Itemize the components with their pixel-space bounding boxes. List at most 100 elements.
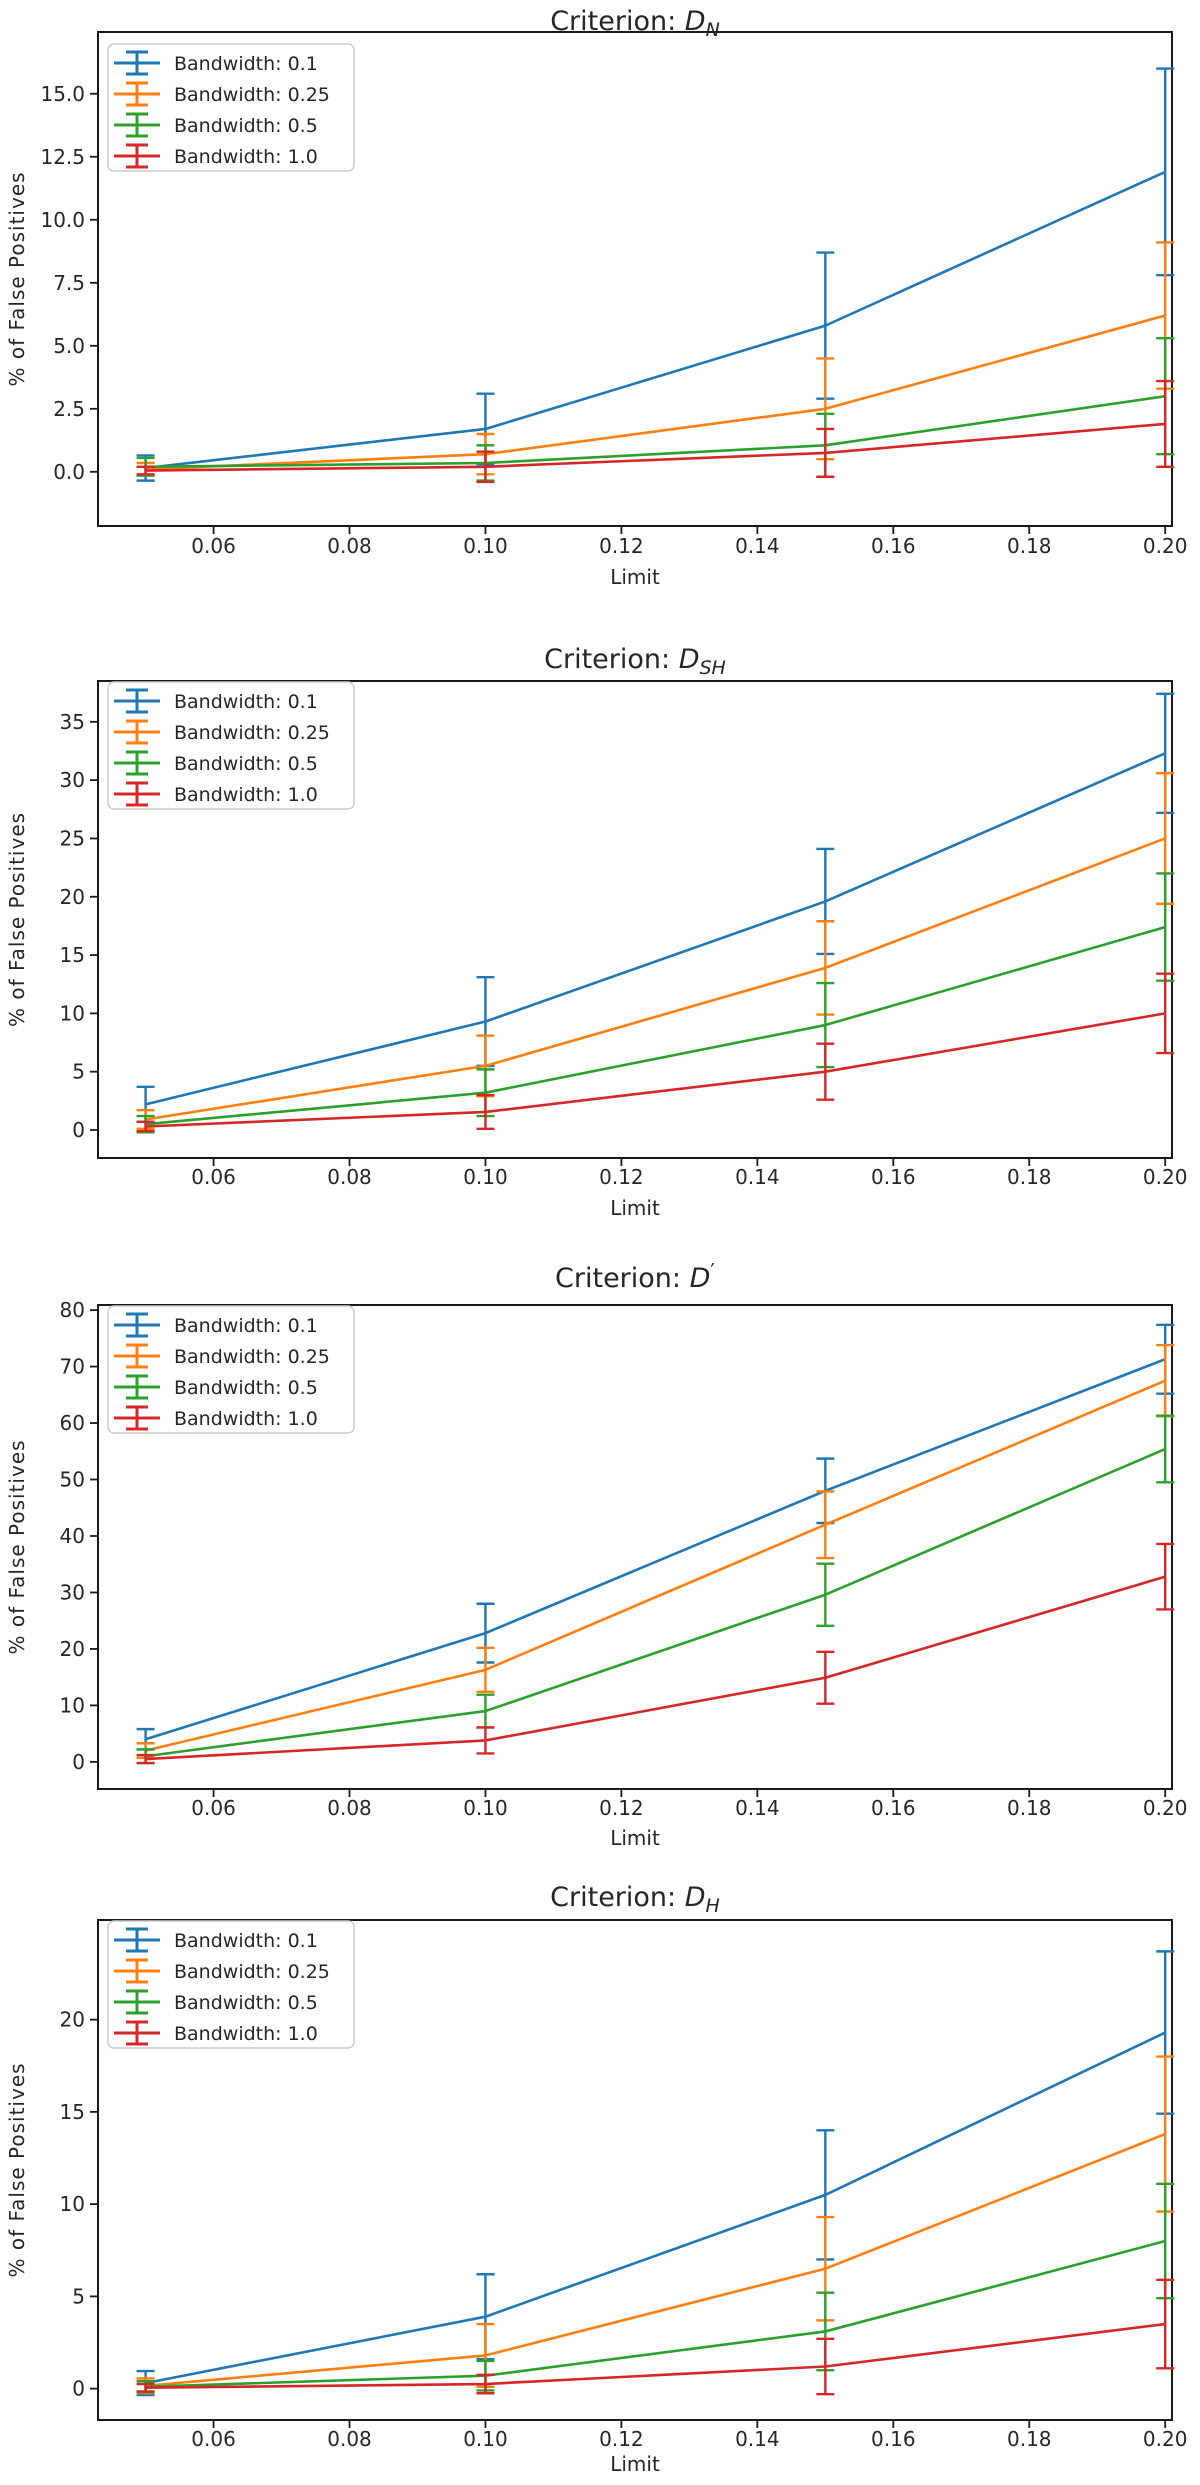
y-tick-label: 0.0 xyxy=(53,460,85,484)
x-tick-label: 0.14 xyxy=(735,2427,780,2451)
x-tick-label: 0.06 xyxy=(191,534,236,558)
legend-label: Bandwidth: 1.0 xyxy=(174,784,318,806)
y-tick-label: 40 xyxy=(60,1524,85,1548)
series-line xyxy=(145,2239,1166,2389)
series-line xyxy=(145,1575,1166,1761)
series-bandwidth-0-25 xyxy=(136,241,1175,477)
y-tick-label: 15 xyxy=(60,2100,85,2124)
legend-label: Bandwidth: 0.1 xyxy=(174,1315,318,1337)
y-tick-label: 20 xyxy=(60,1637,85,1661)
legend: Bandwidth: 0.1 Bandwidth: 0.25 Bandwidth: … xyxy=(107,43,355,172)
legend-box xyxy=(107,1920,355,2049)
errorbars-bandwidth-1-0 xyxy=(136,379,1175,484)
x-tick-label: 0.06 xyxy=(191,1165,236,1189)
errorbar-legend-icon xyxy=(114,719,160,745)
y-axis-label: % of False Positives xyxy=(5,1439,29,1654)
x-tick-label: 0.10 xyxy=(463,534,508,558)
series-line xyxy=(145,314,1166,471)
series-line xyxy=(145,2132,1166,2388)
errorbars-bandwidth-0-5 xyxy=(136,872,1175,1134)
y-tick-label: 0 xyxy=(72,2377,85,2401)
chart-criterion-d-sh-svg: 0.06 0.08 0.10 0.12 0.14 0.16 0.18 0.20 0 5 10 15 20… xyxy=(5,644,1187,1220)
series-bandwidth-1-0 xyxy=(136,379,1175,484)
legend-entry-bandwidth-1-0: Bandwidth: 1.0 xyxy=(114,143,318,169)
legend-label: Bandwidth: 0.1 xyxy=(174,691,318,713)
chart-criterion-d-n: 0.06 0.08 0.10 0.12 0.14 0.16 0.18 0.20 0.0 2.5 5.… xyxy=(0,0,1200,621)
series-line xyxy=(145,2031,1166,2385)
y-axis: 0.0 2.5 5.0 7.5 10.0 12.5 15.0 xyxy=(40,82,98,484)
plot-border xyxy=(97,680,1173,1159)
y-tick-label: 80 xyxy=(60,1298,85,1322)
x-tick-label: 0.12 xyxy=(599,1796,644,1820)
errorbars-bandwidth-0-5 xyxy=(136,1414,1175,1765)
series-line xyxy=(145,1358,1166,1741)
y-tick-label: 10 xyxy=(60,1001,85,1025)
legend-label: Bandwidth: 0.25 xyxy=(174,1346,330,1368)
legend-entry-bandwidth-0-5: Bandwidth: 0.5 xyxy=(114,1989,318,2015)
x-tick-label: 0.14 xyxy=(735,534,780,558)
errorbars-bandwidth-0-25 xyxy=(136,771,1175,1131)
x-axis: 0.06 0.08 0.10 0.12 0.14 0.16 0.18 0.20 xyxy=(191,1158,1187,1189)
errorbar-legend-icon xyxy=(114,143,160,169)
x-tick-label: 0.14 xyxy=(735,1796,780,1820)
x-tick-label: 0.08 xyxy=(327,2427,372,2451)
legend-entry-bandwidth-0-25: Bandwidth: 0.25 xyxy=(114,81,330,107)
legend-entry-bandwidth-0-1: Bandwidth: 0.1 xyxy=(114,688,318,714)
y-tick-label: 20 xyxy=(60,885,85,909)
series-bandwidth-0-5 xyxy=(136,2182,1175,2394)
y-axis-label: % of False Positives xyxy=(5,2062,29,2277)
y-tick-label: 30 xyxy=(60,768,85,792)
y-tick-label: 12.5 xyxy=(40,145,85,169)
x-tick-label: 0.16 xyxy=(871,1796,916,1820)
errorbars-bandwidth-1-0 xyxy=(136,2278,1175,2396)
errorbar-legend-icon xyxy=(114,781,160,807)
x-tick-label: 0.16 xyxy=(871,2427,916,2451)
legend-label: Bandwidth: 0.5 xyxy=(174,753,318,775)
y-tick-label: 25 xyxy=(60,826,85,850)
legend-box xyxy=(107,681,355,810)
series-line xyxy=(145,1379,1166,1752)
x-axis: 0.06 0.08 0.10 0.12 0.14 0.16 0.18 0.20 xyxy=(191,2420,1187,2451)
series-bandwidth-0-25 xyxy=(136,1343,1175,1760)
x-tick-label: 0.18 xyxy=(1007,1796,1052,1820)
x-tick-label: 0.18 xyxy=(1007,1165,1052,1189)
legend-entry-bandwidth-0-5: Bandwidth: 0.5 xyxy=(114,750,318,776)
y-axis: 0 10 20 30 40 50 60 70 80 xyxy=(60,1298,98,1774)
x-tick-label: 0.06 xyxy=(191,1796,236,1820)
errorbars-bandwidth-1-0 xyxy=(136,972,1175,1133)
series-bandwidth-0-5 xyxy=(136,1414,1175,1765)
y-tick-label: 10.0 xyxy=(40,208,85,232)
errorbar-legend-icon xyxy=(114,1405,160,1431)
errorbar-legend-icon xyxy=(114,750,160,776)
series-bandwidth-0-25 xyxy=(136,771,1175,1131)
x-tick-label: 0.16 xyxy=(871,1165,916,1189)
x-tick-label: 0.12 xyxy=(599,534,644,558)
y-axis: 0 5 10 15 20 xyxy=(60,2008,98,2401)
errorbar-legend-icon xyxy=(114,112,160,138)
x-tick-label: 0.10 xyxy=(463,2427,508,2451)
errorbar-legend-icon xyxy=(114,81,160,107)
x-tick-label: 0.14 xyxy=(735,1165,780,1189)
legend-entry-bandwidth-0-1: Bandwidth: 0.1 xyxy=(114,1312,318,1338)
errorbars-bandwidth-0-25 xyxy=(136,1343,1175,1760)
series-bandwidth-1-0 xyxy=(136,1542,1175,1765)
legend-label: Bandwidth: 1.0 xyxy=(174,146,318,168)
legend-label: Bandwidth: 0.25 xyxy=(174,1961,330,1983)
legend-entry-bandwidth-0-25: Bandwidth: 0.25 xyxy=(114,1958,330,1984)
errorbar-legend-icon xyxy=(114,50,160,76)
y-tick-label: 0 xyxy=(72,1118,85,1142)
series-bandwidth-0-5 xyxy=(136,872,1175,1134)
legend-box xyxy=(107,1305,355,1434)
x-axis: 0.06 0.08 0.10 0.12 0.14 0.16 0.18 0.20 xyxy=(191,1789,1187,1820)
plot-border xyxy=(97,1304,1173,1790)
legend: Bandwidth: 0.1 Bandwidth: 0.25 Bandwidth: … xyxy=(107,1305,355,1434)
y-tick-label: 35 xyxy=(60,710,85,734)
series-line xyxy=(145,925,1166,1126)
y-tick-label: 7.5 xyxy=(53,271,85,295)
y-tick-label: 10 xyxy=(60,1693,85,1717)
legend-entry-bandwidth-1-0: Bandwidth: 1.0 xyxy=(114,2020,318,2046)
legend-entry-bandwidth-0-25: Bandwidth: 0.25 xyxy=(114,1343,330,1369)
x-tick-label: 0.20 xyxy=(1143,1165,1188,1189)
errorbar-legend-icon xyxy=(114,1374,160,1400)
errorbar-legend-icon xyxy=(114,1312,160,1338)
